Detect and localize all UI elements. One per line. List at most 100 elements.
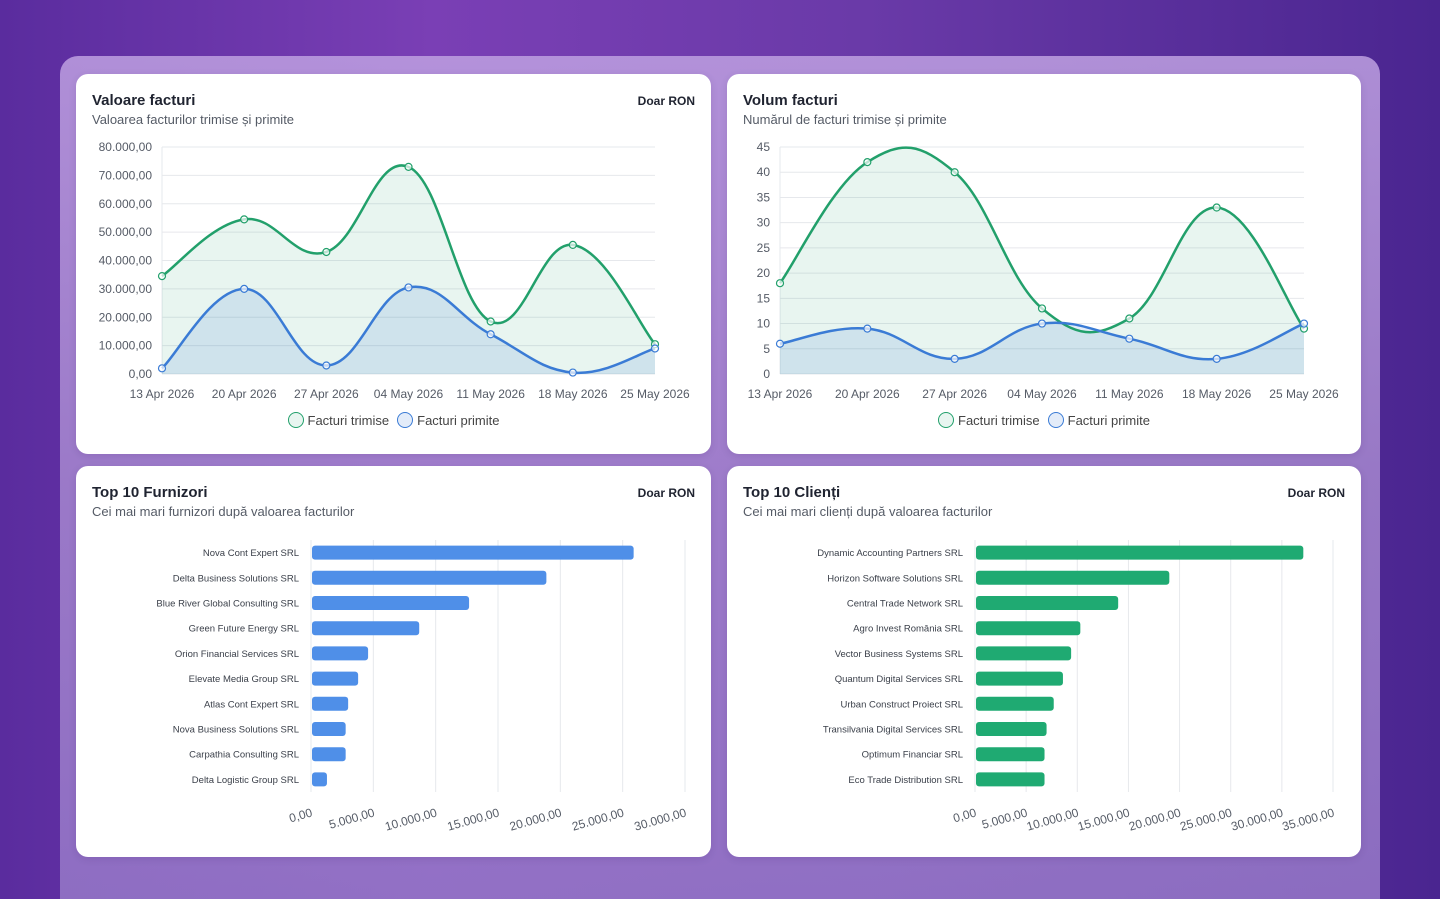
- legend-item[interactable]: Facturi primite: [397, 412, 499, 428]
- y-tick-label: 0,00: [129, 367, 153, 381]
- data-point[interactable]: [863, 324, 872, 333]
- category-label: Delta Business Solutions SRL: [173, 573, 299, 584]
- bar[interactable]: [976, 722, 1047, 736]
- clients-chart-title: Top 10 Clienți: [743, 484, 841, 501]
- bar[interactable]: [312, 646, 369, 661]
- x-tick-label: 11 May 2026: [1095, 387, 1164, 401]
- data-point[interactable]: [650, 344, 660, 353]
- x-tick-label: 15.000,00: [1076, 805, 1131, 833]
- data-point[interactable]: [1037, 319, 1047, 328]
- y-tick-label: 40: [757, 165, 771, 179]
- bar[interactable]: [312, 596, 470, 610]
- legend-item[interactable]: Facturi trimise: [287, 412, 389, 428]
- data-point[interactable]: [568, 240, 577, 249]
- category-label: Elevate Media Group SRL: [189, 674, 299, 685]
- data-point[interactable]: [950, 168, 959, 177]
- x-tick-label: 25.000,00: [1178, 805, 1233, 833]
- data-point[interactable]: [486, 317, 495, 326]
- data-point[interactable]: [240, 284, 249, 293]
- y-tick-label: 15: [757, 291, 771, 305]
- data-point[interactable]: [404, 162, 413, 171]
- category-label: Quantum Digital Services SRL: [835, 674, 963, 685]
- x-tick-label: 27 Apr 2026: [922, 387, 987, 401]
- data-point[interactable]: [950, 354, 959, 363]
- data-point[interactable]: [1212, 203, 1221, 212]
- data-point[interactable]: [775, 339, 785, 348]
- bar[interactable]: [976, 696, 1054, 711]
- series-area-0: [780, 147, 1304, 374]
- x-tick-label: 35.000,00: [1281, 805, 1336, 833]
- legend-label: Facturi primite: [1067, 412, 1150, 428]
- bar[interactable]: [312, 722, 346, 736]
- category-label: Orion Financial Services SRL: [175, 649, 299, 660]
- y-tick-label: 40.000,00: [99, 254, 153, 268]
- category-label: Transilvania Digital Services SRL: [823, 725, 963, 736]
- data-point[interactable]: [863, 158, 872, 167]
- series-area-0: [162, 165, 655, 374]
- category-label: Agro Invest România SRL: [853, 624, 963, 635]
- x-tick-label: 0,00: [952, 805, 979, 825]
- x-tick-label: 20.000,00: [1127, 805, 1182, 833]
- bar[interactable]: [312, 671, 359, 686]
- legend-swatch: [287, 412, 304, 428]
- value-chart-subtitle: Valoarea facturilor trimise și primite: [92, 112, 295, 127]
- y-tick-label: 20: [757, 266, 771, 280]
- volume-line-chart: 0 5 10 15 20 25 30 35 40 45 13 Apr 2026 20 Apr 2026…: [748, 140, 1339, 401]
- clients-chart-currency-badge: Doar RON: [1287, 486, 1345, 500]
- x-tick-label: 30.000,00: [633, 805, 688, 833]
- suppliers-chart-title: Top 10 Furnizori: [92, 484, 208, 501]
- x-tick-label: 20.000,00: [508, 805, 563, 833]
- bar[interactable]: [976, 772, 1045, 787]
- bar[interactable]: [976, 747, 1045, 762]
- legend-item[interactable]: Facturi primite: [1047, 412, 1150, 428]
- x-tick-label: 15.000,00: [446, 805, 501, 833]
- data-point[interactable]: [1125, 314, 1134, 323]
- volume-chart-card: Volum facturi Numărul de facturi trimise…: [727, 74, 1361, 454]
- x-tick-label: 20 Apr 2026: [835, 387, 900, 401]
- bar[interactable]: [312, 747, 346, 762]
- legend-item[interactable]: Facturi trimise: [938, 412, 1040, 428]
- bar[interactable]: [312, 545, 634, 560]
- data-point[interactable]: [240, 215, 249, 224]
- volume-chart-title: Volum facturi: [743, 92, 838, 109]
- bar[interactable]: [976, 545, 1304, 560]
- data-point[interactable]: [1212, 354, 1221, 363]
- y-tick-label: 45: [757, 140, 771, 154]
- y-tick-label: 0: [763, 367, 770, 381]
- y-tick-label: 20.000,00: [99, 310, 153, 324]
- series-area-1: [162, 286, 655, 374]
- bar[interactable]: [976, 621, 1081, 636]
- y-tick-label: 30: [757, 216, 771, 230]
- category-label: Urban Construct Proiect SRL: [841, 699, 964, 710]
- value-chart-card: Valoare facturi Valoarea facturilor trim…: [76, 74, 711, 454]
- data-point[interactable]: [1125, 334, 1134, 343]
- bar[interactable]: [312, 772, 327, 787]
- category-label: Delta Logistic Group SRL: [192, 775, 299, 786]
- data-point[interactable]: [157, 364, 167, 373]
- category-label: Dynamic Accounting Partners SRL: [817, 548, 963, 559]
- data-point[interactable]: [568, 368, 577, 377]
- data-point[interactable]: [322, 361, 331, 370]
- data-point[interactable]: [775, 279, 785, 288]
- category-label: Atlas Cont Expert SRL: [204, 699, 299, 710]
- bar[interactable]: [312, 696, 349, 711]
- bar[interactable]: [976, 596, 1119, 610]
- bar[interactable]: [976, 671, 1063, 686]
- data-point[interactable]: [322, 247, 331, 257]
- data-point[interactable]: [486, 330, 495, 339]
- y-tick-label: 10.000,00: [99, 339, 153, 353]
- bar[interactable]: [312, 570, 547, 585]
- bar[interactable]: [976, 570, 1170, 585]
- data-point[interactable]: [1299, 319, 1309, 328]
- data-point[interactable]: [404, 283, 413, 292]
- bar[interactable]: [976, 646, 1072, 661]
- category-label: Nova Cont Expert SRL: [203, 548, 299, 559]
- data-point[interactable]: [157, 272, 167, 281]
- suppliers-chart-card: Top 10 Furnizori Cei mai mari furnizori …: [76, 466, 711, 857]
- data-point[interactable]: [1037, 304, 1047, 313]
- y-tick-label: 80.000,00: [99, 140, 153, 154]
- clients-chart-subtitle: Cei mai mari clienți după valoarea factu…: [743, 504, 993, 519]
- legend-swatch: [397, 412, 414, 428]
- bar[interactable]: [312, 621, 420, 636]
- volume-chart-legend: Facturi trimise Facturi primite: [727, 412, 1361, 428]
